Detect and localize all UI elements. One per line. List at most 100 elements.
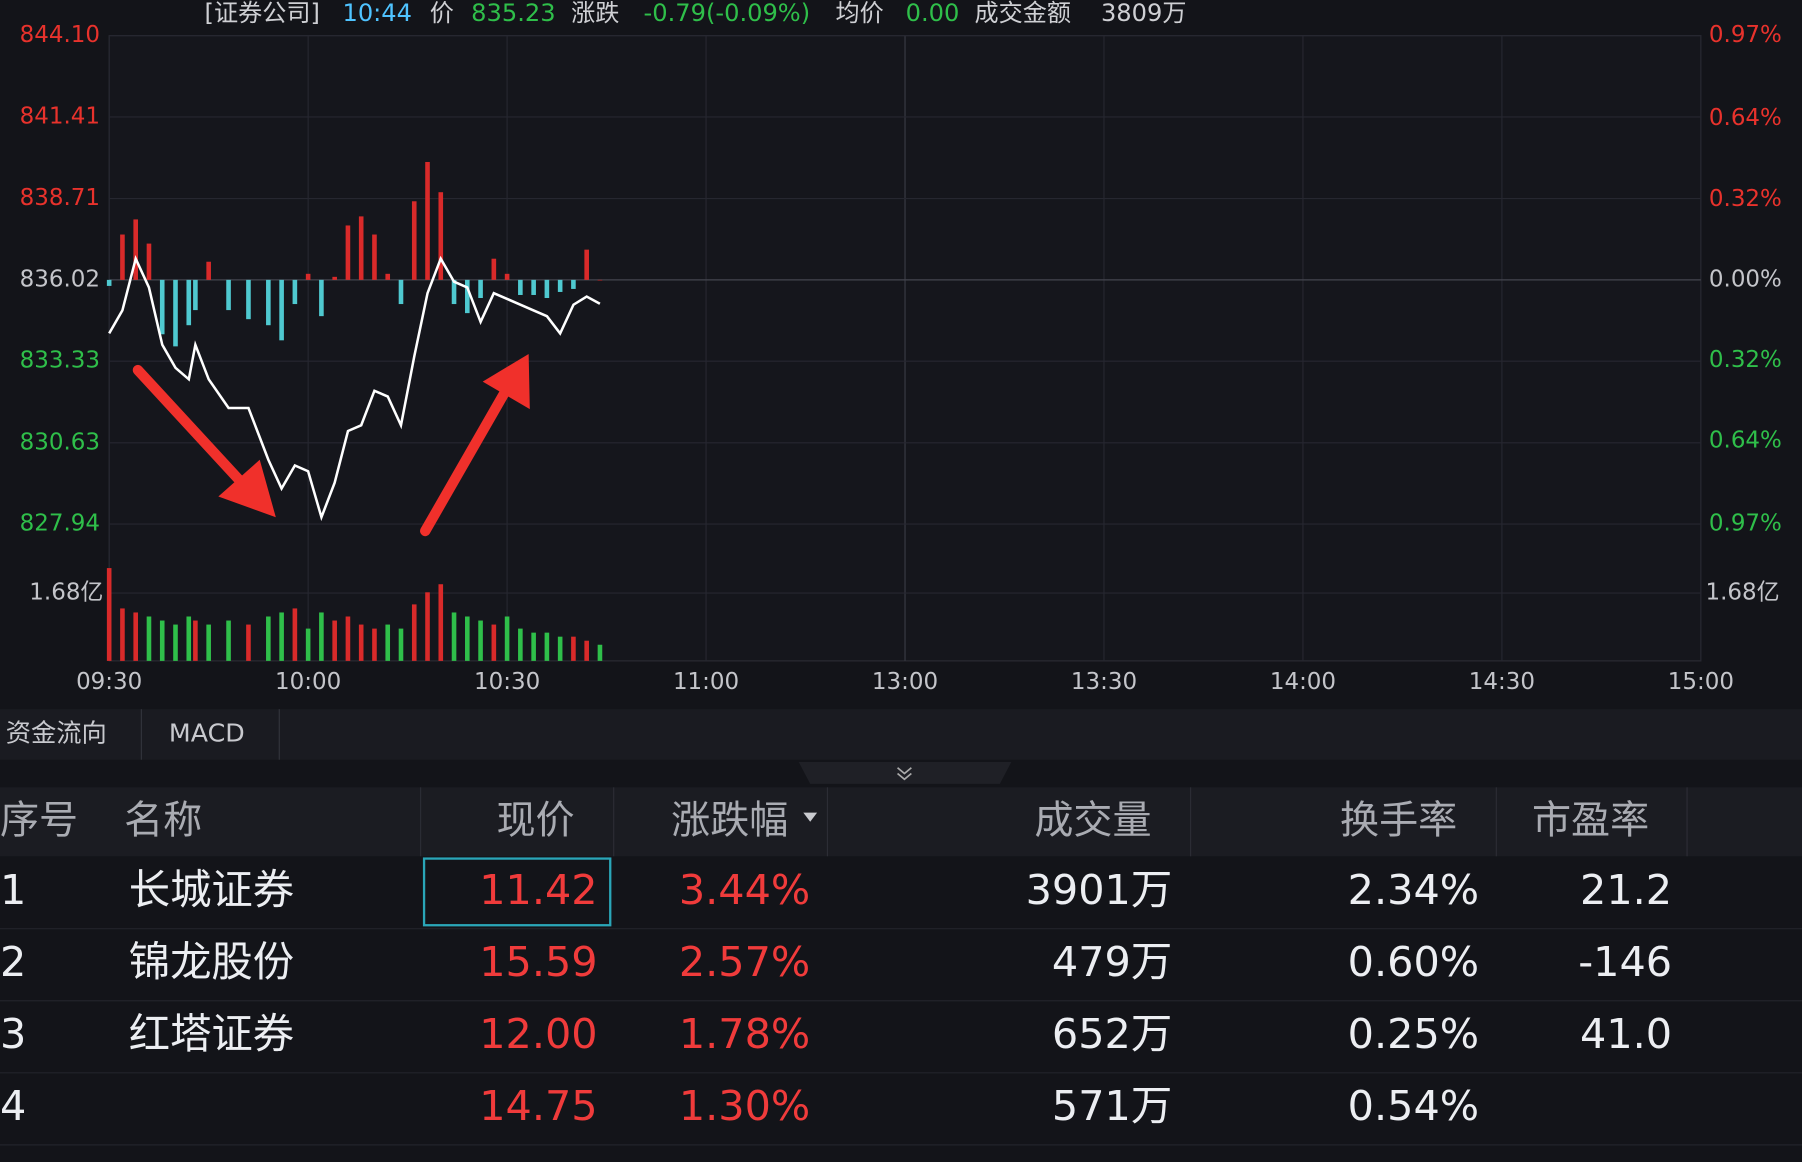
cell[interactable]: 571万 <box>1052 1082 1172 1130</box>
column-header[interactable]: 涨跌幅 <box>671 798 788 843</box>
volume-bar <box>372 628 377 661</box>
y2-tick-label: 0.64% <box>1709 428 1782 454</box>
amount: 3809万 <box>1101 0 1187 27</box>
volume-bar <box>438 584 444 661</box>
cell[interactable]: -146 <box>1578 938 1672 986</box>
cell[interactable]: 长城证券 <box>129 866 294 914</box>
table-header <box>0 787 1802 857</box>
x-tick-label: 10:30 <box>474 669 540 695</box>
volume-bar <box>146 616 152 661</box>
y2-tick-label: 0.97% <box>1709 511 1782 537</box>
volume-tick-label: 1.68亿 <box>1705 580 1779 606</box>
flow-bar <box>465 279 470 314</box>
flow-bar <box>319 279 324 317</box>
cell[interactable]: 21.2 <box>1580 866 1672 914</box>
flow-bar <box>557 279 563 292</box>
cell[interactable]: 0.25% <box>1348 1010 1479 1058</box>
x-tick-label: 11:00 <box>673 669 739 695</box>
tab-bar <box>0 709 1802 760</box>
cell[interactable]: 2 <box>0 938 26 986</box>
cell[interactable]: 1.78% <box>679 1010 810 1058</box>
y-tick-label: 841.41 <box>20 103 100 129</box>
tab[interactable]: 资金流向 <box>6 718 107 747</box>
amount-label: 成交金额 <box>975 0 1072 27</box>
volume-bar <box>305 628 311 661</box>
change-label: 涨跌 <box>571 0 619 27</box>
cell[interactable]: 4 <box>0 1082 26 1130</box>
flow-bar <box>597 279 603 281</box>
arrow-head <box>218 459 276 518</box>
flow-bar <box>491 258 497 280</box>
x-tick-label: 15:00 <box>1668 669 1734 695</box>
cell[interactable]: 3 <box>0 1010 26 1058</box>
sort-indicator <box>803 812 818 822</box>
x-tick-label: 09:30 <box>76 669 142 695</box>
x-tick-label: 14:00 <box>1270 669 1336 695</box>
flow-bar <box>531 279 536 295</box>
flow-bar <box>372 234 377 280</box>
cell[interactable]: 41.0 <box>1580 1010 1672 1058</box>
volume-bar <box>451 612 457 661</box>
change: -0.79(-0.09%) <box>644 0 811 27</box>
flow-bar <box>186 279 192 326</box>
column-header[interactable]: 名称 <box>124 798 202 843</box>
volume-bar <box>206 624 211 661</box>
y-tick-label: 830.63 <box>20 429 100 455</box>
flow-bar <box>451 279 457 305</box>
cell[interactable]: 2.57% <box>679 938 810 986</box>
volume-bar <box>279 612 284 661</box>
flow-bar <box>133 219 139 280</box>
volume-bar <box>491 624 497 661</box>
column-header[interactable]: 换手率 <box>1340 798 1457 843</box>
cell[interactable]: 1 <box>0 866 26 914</box>
avg-label: 均价 <box>835 0 883 27</box>
column-header[interactable]: 现价 <box>496 798 574 843</box>
volume-bar <box>557 636 563 661</box>
volume-bar <box>345 616 351 661</box>
volume-bar <box>584 640 589 661</box>
cell[interactable]: 锦龙股份 <box>129 938 294 986</box>
volume-bar <box>246 624 251 661</box>
header: [证券公司] 10:44 价 835.23 涨跌 -0.79(-0.09%) 均… <box>205 0 1187 27</box>
cell[interactable]: 1.30% <box>679 1082 810 1130</box>
cell[interactable]: 0.60% <box>1348 938 1479 986</box>
tab[interactable]: MACD <box>169 718 245 747</box>
column-header[interactable]: 市盈率 <box>1532 798 1649 843</box>
cell[interactable]: 2.34% <box>1348 866 1479 914</box>
flow-bar <box>305 273 311 280</box>
y-tick-label: 833.33 <box>20 348 100 374</box>
flow-bar <box>345 225 351 280</box>
annotation-arrows <box>132 354 530 537</box>
chevron <box>897 767 912 781</box>
column-header[interactable]: 成交量 <box>1034 798 1151 843</box>
cell[interactable]: 3901万 <box>1026 866 1173 914</box>
volume-bar <box>465 616 470 661</box>
cell[interactable]: 652万 <box>1052 1010 1172 1058</box>
cell[interactable]: 479万 <box>1052 938 1172 986</box>
arrow-up <box>420 385 511 537</box>
cell[interactable]: 红塔证券 <box>129 1010 294 1058</box>
cell[interactable]: 12.00 <box>479 1010 597 1058</box>
volume-bar <box>226 620 231 661</box>
volume-bar <box>425 592 430 661</box>
volume-bar <box>106 568 112 661</box>
flow-bar <box>146 243 152 280</box>
volume-bar <box>292 608 298 661</box>
y2-tick-label: 0.97% <box>1709 22 1782 48</box>
volume-bar <box>518 628 523 661</box>
flow-bar <box>504 273 510 280</box>
cell[interactable]: 14.75 <box>479 1082 597 1130</box>
cell[interactable]: 11.42 <box>479 866 597 914</box>
cell[interactable]: 0.54% <box>1348 1082 1479 1130</box>
flow-bar <box>266 279 271 326</box>
cell[interactable]: 3.44% <box>679 866 810 914</box>
volume-bar <box>504 616 510 661</box>
cell[interactable]: 15.59 <box>479 938 597 986</box>
column-header[interactable]: 序号 <box>0 798 78 843</box>
flow-bar <box>438 192 444 280</box>
volume-tick-label: 1.68亿 <box>29 580 103 606</box>
y2-tick-label: 0.64% <box>1709 105 1782 131</box>
volume-bar <box>597 644 603 661</box>
flow-bar <box>478 279 483 299</box>
